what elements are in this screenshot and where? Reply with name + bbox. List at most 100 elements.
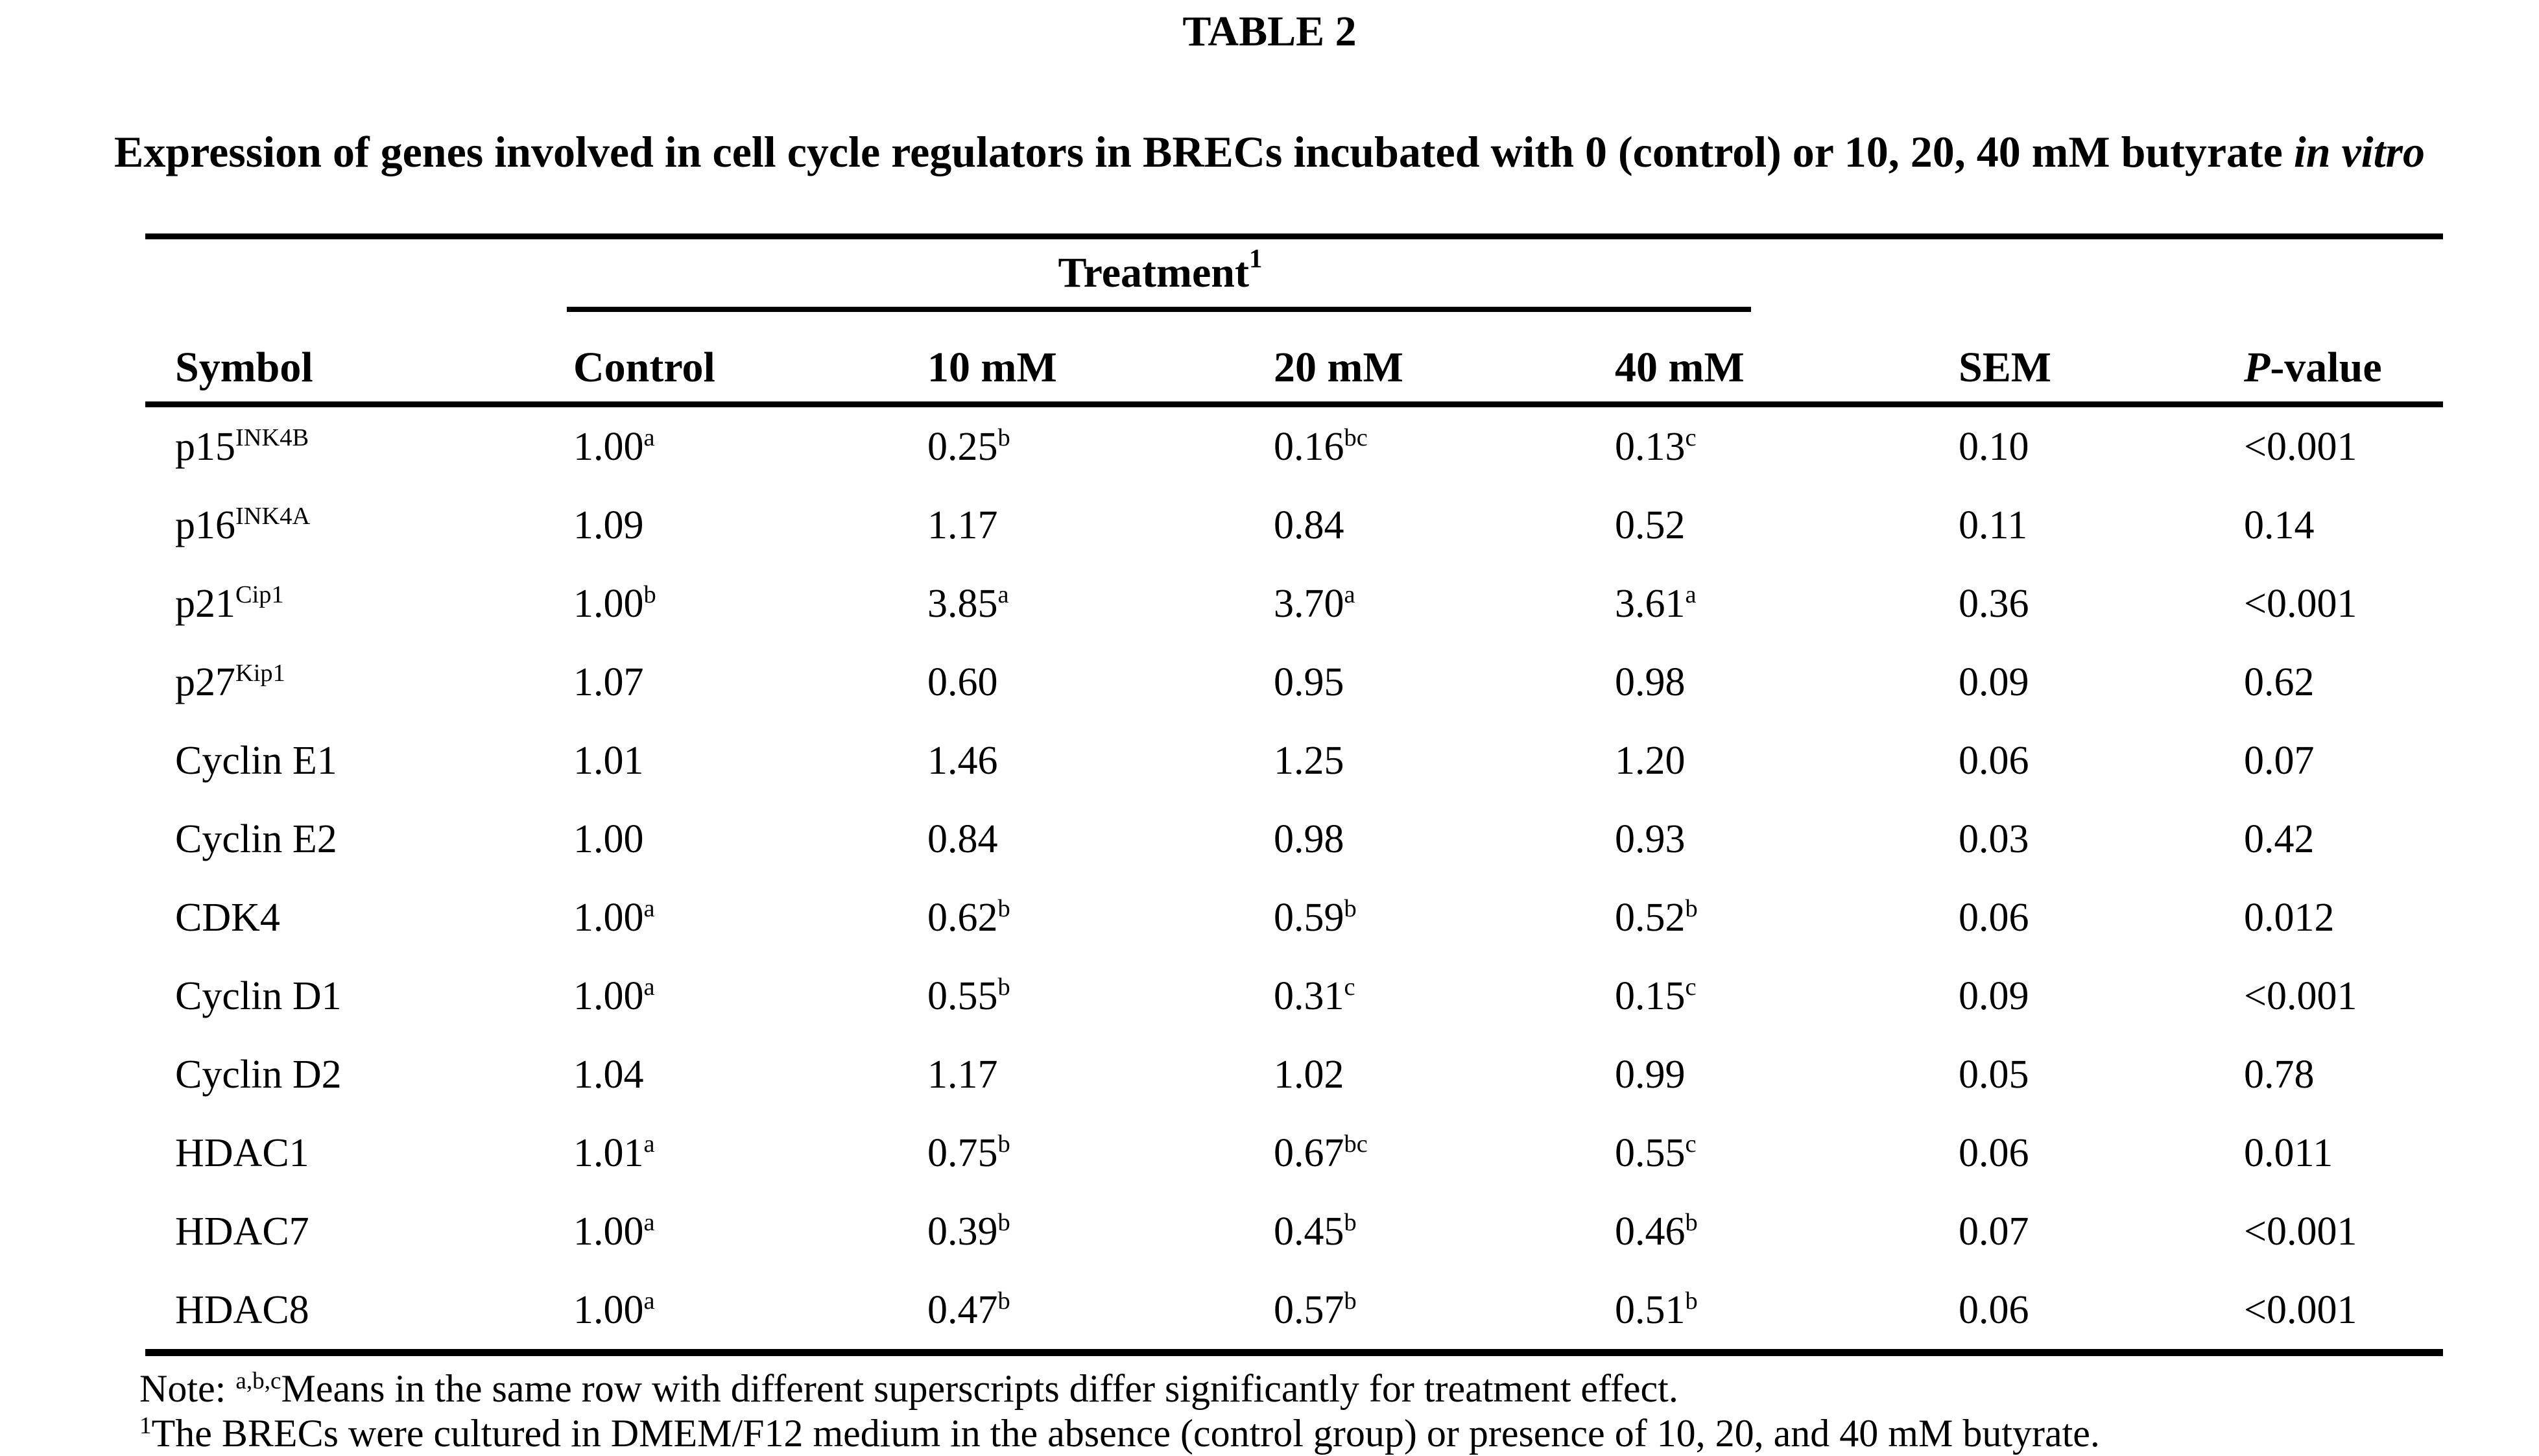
gene-symbol-cell: p21Cip1 (175, 581, 284, 626)
superscript: a (1685, 581, 1697, 609)
superscript: b (997, 973, 1010, 1001)
value-cell: 0.39b (927, 1209, 1010, 1254)
treatment-group-header-row: Treatment 1 (145, 239, 2443, 312)
superscript: b (997, 424, 1010, 452)
value-cell: 3.85a (927, 581, 1009, 626)
gene-symbol-cell: HDAC8 (175, 1287, 309, 1332)
superscript: c (1344, 973, 1355, 1001)
value-cell: 0.07 (2244, 738, 2315, 783)
table-row: HDAC8 1.00a 0.47b 0.57b 0.51b 0.06 <0.001 (145, 1271, 2443, 1349)
column-header-10mm: 10 mM (927, 344, 1057, 391)
gene-symbol-cell: Cyclin D2 (175, 1052, 342, 1097)
treatment-label-text: Treatment (1058, 249, 1249, 296)
data-table: Treatment 1 Symbol Control 10 mM 20 mM 40 mM S… (145, 233, 2443, 1356)
superscript: bc (1344, 1130, 1368, 1158)
table-row: p27Kip1 1.07 0.60 0.95 0.98 0.09 0.62 (145, 643, 2443, 721)
table-footnote: Note: a,b,cMeans in the same row with di… (139, 1367, 1678, 1410)
value-cell: 1.25 (1274, 738, 1344, 783)
treatment-group-label: Treatment 1 (1058, 243, 1263, 296)
superscript: a (643, 1209, 655, 1237)
value-cell: 0.93 (1615, 817, 1686, 861)
value-cell: 0.13c (1615, 424, 1697, 469)
value-cell: 0.52b (1615, 895, 1698, 940)
column-header-40mm: 40 mM (1615, 344, 1745, 391)
superscript: INK4A (235, 503, 311, 531)
header-bottom-rule (145, 401, 2443, 407)
table-number-title: TABLE 2 (1182, 8, 1357, 55)
superscript: Cip1 (235, 581, 284, 609)
value-cell: 0.25b (927, 424, 1010, 469)
value-cell: 1.04 (573, 1052, 644, 1097)
value-cell: 0.45b (1274, 1209, 1357, 1254)
gene-symbol-cell: Cyclin E2 (175, 817, 337, 861)
superscript: c (1685, 1130, 1697, 1158)
superscript: bc (1344, 424, 1368, 452)
value-cell: 1.02 (1274, 1052, 1344, 1097)
value-cell: 3.61a (1615, 581, 1697, 626)
gene-symbol-cell: p16INK4A (175, 503, 311, 547)
value-cell: 0.84 (1274, 503, 1344, 547)
caption-text: Expression of genes involved in cell cyc… (114, 127, 2283, 176)
superscript: a (997, 581, 1009, 609)
value-cell: 0.55c (1615, 1130, 1697, 1175)
gene-symbol-cell: CDK4 (175, 895, 280, 940)
table-bottom-rule (145, 1349, 2443, 1356)
table-row: CDK4 1.00a 0.62b 0.59b 0.52b 0.06 0.012 (145, 878, 2443, 957)
value-cell: 0.99 (1615, 1052, 1686, 1097)
value-cell: 0.62 (2244, 660, 2315, 704)
table-footnotes: Note: a,b,cMeans in the same row with di… (139, 1366, 2539, 1456)
value-cell: 0.011 (2244, 1130, 2333, 1175)
gene-symbol-cell: p27Kip1 (175, 660, 285, 704)
superscript: Kip1 (235, 660, 285, 687)
column-header-row: Symbol Control 10 mM 20 mM 40 mM SEM P-value (145, 312, 2443, 401)
value-cell: 1.00a (573, 973, 655, 1018)
value-cell: 1.01a (573, 1130, 655, 1175)
column-header-20mm: 20 mM (1274, 344, 1403, 391)
value-cell: 0.16bc (1274, 424, 1368, 469)
superscript: b (1685, 1287, 1698, 1315)
value-cell: 1.00a (573, 895, 655, 940)
table-row: p15INK4B 1.00a 0.25b 0.16bc 0.13c 0.10 <0.001 (145, 407, 2443, 486)
value-cell: 0.59b (1274, 895, 1357, 940)
value-cell: 1.46 (927, 738, 998, 783)
superscript: b (1344, 1287, 1357, 1315)
value-cell: 0.51b (1615, 1287, 1698, 1332)
value-cell: 0.14 (2244, 503, 2315, 547)
value-cell: 1.00a (573, 1287, 655, 1332)
value-cell: 0.62b (927, 895, 1010, 940)
table-row: HDAC7 1.00a 0.39b 0.45b 0.46b 0.07 <0.001 (145, 1192, 2443, 1271)
superscript: b (1344, 895, 1357, 923)
value-cell: 0.46b (1615, 1209, 1698, 1254)
value-cell: 0.07 (1959, 1209, 2029, 1254)
italic-label-part: P (2244, 344, 2271, 391)
superscript: b (997, 895, 1010, 923)
value-cell: 0.52 (1615, 503, 1686, 547)
value-cell: 0.84 (927, 817, 998, 861)
value-cell: 0.98 (1615, 660, 1686, 704)
superscript: b (1685, 1209, 1698, 1237)
footnote-marker: a,b,c (235, 1367, 281, 1394)
caption-italic-phrase: in vitro (2293, 127, 2425, 176)
value-cell: 1.00a (573, 424, 655, 469)
table-footnote: 1The BRECs were cultured in DMEM/F12 med… (139, 1412, 2100, 1455)
table-row: p21Cip1 1.00b 3.85a 3.70a 3.61a 0.36 <0.001 (145, 564, 2443, 643)
value-cell: 0.57b (1274, 1287, 1357, 1332)
value-cell: <0.001 (2244, 581, 2357, 626)
footnote-marker: 1 (139, 1412, 152, 1439)
superscript: a (643, 424, 655, 452)
value-cell: 0.55b (927, 973, 1010, 1018)
value-cell: <0.001 (2244, 1209, 2357, 1254)
value-cell: 0.42 (2244, 817, 2315, 861)
superscript: b (1344, 1209, 1357, 1237)
gene-symbol-cell: Cyclin E1 (175, 738, 337, 783)
column-header-control: Control (573, 344, 715, 391)
table-row: Cyclin D2 1.04 1.17 1.02 0.99 0.05 0.78 (145, 1035, 2443, 1114)
value-cell: 0.47b (927, 1287, 1010, 1332)
table-row: HDAC1 1.01a 0.75b 0.67bc 0.55c 0.06 0.011 (145, 1114, 2443, 1192)
value-cell: 0.78 (2244, 1052, 2315, 1097)
superscript: c (1685, 424, 1697, 452)
table-row: p16INK4A 1.09 1.17 0.84 0.52 0.11 0.14 (145, 486, 2443, 564)
value-cell: 1.09 (573, 503, 644, 547)
column-header-symbol: Symbol (175, 344, 313, 391)
value-cell: 1.00b (573, 581, 656, 626)
